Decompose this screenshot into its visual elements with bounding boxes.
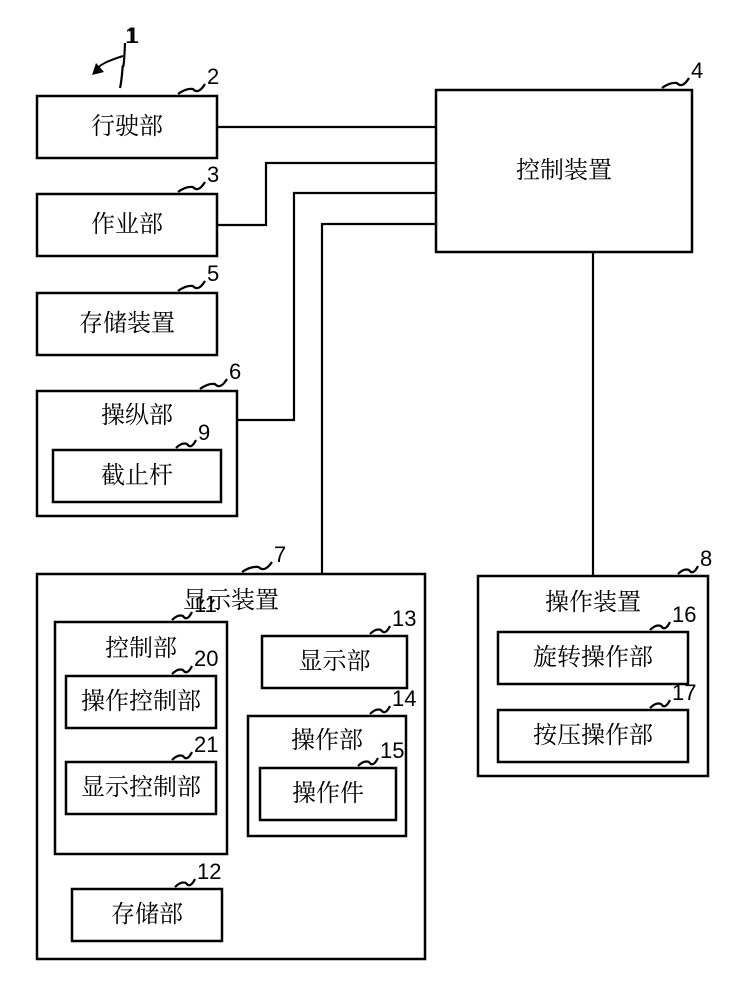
block-label-n2: 行驶部: [91, 106, 163, 141]
callout-number-n1: 1: [125, 23, 137, 48]
callout-number-n5: 5: [207, 261, 219, 286]
leader-n2: [178, 84, 205, 94]
leader-n1: [120, 43, 125, 88]
callout-number-n8: 8: [700, 546, 712, 571]
callout-number-n4: 4: [691, 58, 703, 83]
callout-number-n14: 14: [392, 686, 416, 711]
callout-number-n11: 11: [194, 592, 217, 617]
callout-number-n2: 2: [207, 64, 219, 89]
block-label-n4: 控制装置: [516, 150, 612, 185]
block-label-n3: 作业部: [91, 204, 163, 239]
system-block-diagram: 11行驶部2作业部3存储装置5操纵部6截止杆9控制装置4显示装置7控制部11操作…: [0, 0, 755, 1000]
pointer-arrow-shaft: [98, 56, 123, 69]
callout-number-n17: 17: [672, 680, 696, 705]
leader-n5: [178, 281, 205, 291]
block-label-n15: 操作件: [292, 773, 364, 808]
leader-n8: [678, 566, 698, 574]
callout-number-n21: 21: [194, 732, 218, 757]
leader-n3: [178, 182, 205, 192]
leader-n7: [242, 562, 272, 572]
leader-n4: [662, 78, 689, 88]
callout-number-n3: 3: [207, 162, 219, 187]
callout-number-n9: 9: [198, 420, 210, 445]
connector: [237, 193, 436, 420]
callout-number-n15: 15: [380, 738, 404, 763]
leader-n6: [200, 379, 227, 389]
block-label-n21: 显示控制部: [81, 767, 201, 802]
block-label-n6: 操纵部: [101, 395, 173, 430]
callout-number-n12: 12: [197, 859, 221, 884]
callout-number-n6: 6: [229, 359, 241, 384]
block-label-n17: 按压操作部: [533, 715, 653, 750]
block-label-n13: 显示部: [299, 641, 371, 676]
callout-number-n13: 13: [392, 606, 416, 631]
block-label-n9: 截止杆: [101, 455, 173, 490]
callout-number-n7: 7: [274, 542, 286, 567]
block-label-n5: 存储装置: [79, 303, 175, 338]
block-label-n8: 操作装置: [545, 582, 641, 617]
block-label-n14: 操作部: [291, 720, 363, 755]
block-label-n12: 存储部: [111, 894, 183, 929]
block-label-n16: 旋转操作部: [533, 637, 653, 672]
callout-number-n16: 16: [672, 602, 696, 627]
block-label-n20: 操作控制部: [81, 681, 201, 716]
block-label-n11: 控制部: [105, 628, 177, 663]
callout-number-n20: 20: [194, 646, 218, 671]
